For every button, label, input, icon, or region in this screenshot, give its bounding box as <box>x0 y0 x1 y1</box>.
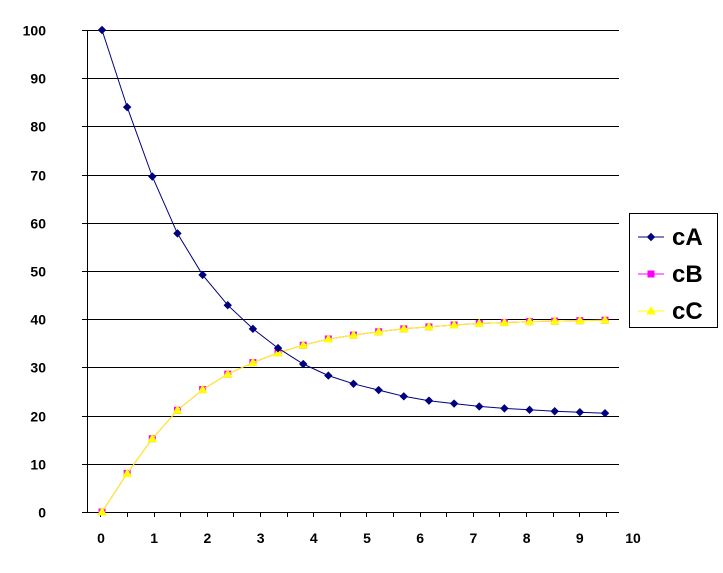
point-cC-15 <box>474 318 485 328</box>
point-cA-9 <box>324 371 333 380</box>
x-tick-label-3: 3 <box>257 530 265 546</box>
y-tick-label-80: 80 <box>30 119 46 135</box>
point-cA-19 <box>575 408 585 417</box>
series-cC <box>97 315 610 516</box>
point-cC-3 <box>172 405 183 414</box>
x-tick-label-4: 4 <box>310 530 318 546</box>
x-tick-label-6: 6 <box>416 530 424 546</box>
point-cA-10 <box>349 379 358 388</box>
x-tick-label-9: 9 <box>576 530 584 546</box>
point-cA-3 <box>173 229 182 238</box>
point-cC-1 <box>122 468 133 477</box>
y-tick-label-0: 0 <box>38 505 46 521</box>
point-cA-14 <box>449 399 459 408</box>
legend-swatch-marker-cC <box>646 305 656 315</box>
point-cC-7 <box>273 347 283 357</box>
x-tick-label-7: 7 <box>470 530 478 546</box>
point-cC-12 <box>398 323 409 333</box>
x-tick-label-0: 0 <box>97 530 105 546</box>
point-cC-9 <box>323 333 334 343</box>
point-cA-15 <box>475 402 484 411</box>
y-tick-label-90: 90 <box>30 71 46 87</box>
y-tick-label-70: 70 <box>30 168 46 184</box>
point-cA-7 <box>273 343 283 353</box>
point-cA-11 <box>374 385 383 395</box>
legend-label-cB: cB <box>672 261 703 288</box>
point-cC-8 <box>298 340 309 349</box>
point-cC-10 <box>348 330 359 339</box>
point-cA-13 <box>424 396 434 405</box>
point-cC-13 <box>424 321 434 331</box>
point-cA-8 <box>298 359 308 369</box>
legend-swatch-marker-cB <box>647 270 655 278</box>
point-cC-5 <box>222 369 233 378</box>
legend-entry-cC: cC <box>638 298 703 325</box>
point-cA-1 <box>122 102 132 112</box>
x-tick-label-5: 5 <box>363 530 371 546</box>
y-tick-label-40: 40 <box>30 312 46 328</box>
point-cA-6 <box>248 324 258 334</box>
x-tick-label-2: 2 <box>204 530 212 546</box>
series-line-cA <box>101 29 606 414</box>
legend-entry-cB: cB <box>638 261 703 288</box>
point-cA-18 <box>550 407 559 416</box>
point-cC-0 <box>97 506 107 516</box>
legend-swatch-marker-cA <box>646 232 656 242</box>
series-group <box>97 25 610 516</box>
y-tick-label-30: 30 <box>30 360 46 376</box>
y-tick-label-20: 20 <box>30 409 46 425</box>
y-tick-label-50: 50 <box>30 264 46 280</box>
series-cA <box>97 25 610 418</box>
point-cC-20 <box>600 315 610 324</box>
point-cC-11 <box>373 326 384 336</box>
point-cC-6 <box>248 357 258 367</box>
y-tick-label-100: 100 <box>23 23 47 39</box>
point-cA-0 <box>97 25 107 35</box>
point-cC-14 <box>449 319 459 329</box>
y-tick-label-60: 60 <box>30 216 46 232</box>
x-tick-label-8: 8 <box>523 530 531 546</box>
legend-box <box>629 213 718 328</box>
y-tick-label-10: 10 <box>30 457 46 473</box>
point-cA-12 <box>399 392 409 401</box>
point-cC-19 <box>574 315 585 325</box>
point-cC-2 <box>147 433 158 443</box>
point-cA-17 <box>525 405 534 415</box>
point-cC-17 <box>524 316 535 326</box>
axes: 0 10 20 30 40 50 60 70 80 90 100 0 1 2 3 4 5 6 7 8 9 10 <box>23 23 641 547</box>
legend-entry-cA: cA <box>638 224 703 251</box>
point-cC-18 <box>549 316 560 325</box>
point-cA-4 <box>198 270 207 280</box>
x-tick-label-1: 1 <box>150 530 158 546</box>
point-cA-20 <box>600 408 610 418</box>
point-cC-4 <box>197 384 208 394</box>
legend-label-cA: cA <box>672 224 703 251</box>
legend: cA cB cC <box>629 213 718 328</box>
x-tick-label-10: 10 <box>625 530 641 546</box>
gridlines <box>87 30 619 465</box>
point-cA-2 <box>148 172 157 181</box>
legend-label-cC: cC <box>672 298 703 325</box>
point-cA-16 <box>500 404 509 413</box>
point-cA-5 <box>223 301 232 310</box>
point-cC-16 <box>499 317 510 327</box>
